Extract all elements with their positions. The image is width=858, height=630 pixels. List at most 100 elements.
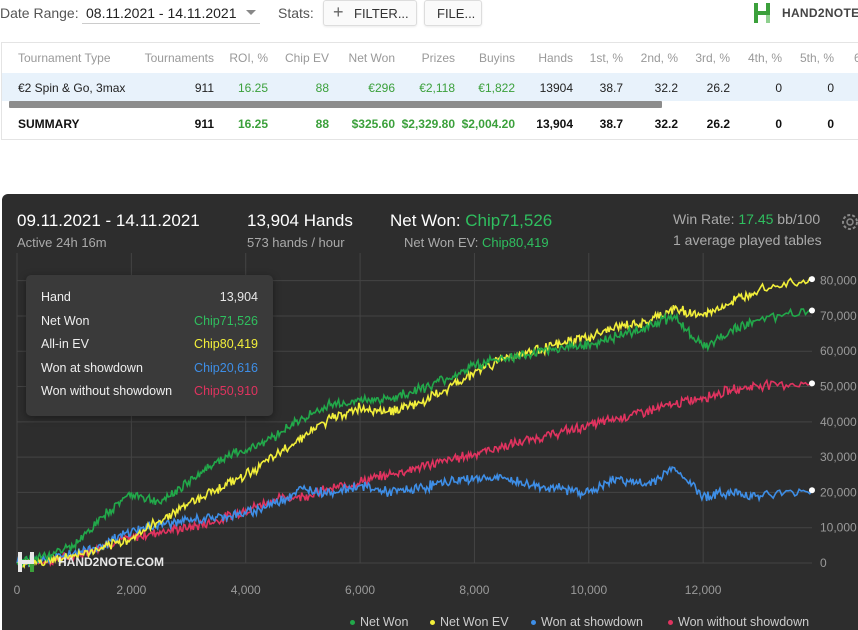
tooltip-value: 13,904: [219, 290, 258, 304]
table-cell: 16.25: [237, 117, 268, 131]
column-header[interactable]: 5th, %: [799, 51, 834, 65]
table-cell: 0: [827, 81, 834, 95]
table-cell: 26.2: [706, 117, 730, 131]
y-tick-label: 10,000: [820, 521, 857, 535]
table-cell: €296: [368, 81, 395, 95]
graph-net-won: Net Won: Chip71,526: [390, 211, 552, 231]
y-tick-label: 30,000: [820, 450, 857, 464]
date-range-select[interactable]: 08.11.2021 - 14.11.2021: [82, 1, 260, 24]
date-range-value: 08.11.2021 - 14.11.2021: [86, 5, 237, 21]
win-rate-label: Win Rate:: [673, 211, 739, 227]
date-range-label: Date Range:: [0, 5, 79, 21]
watermark: HAND2NOTE.COM: [16, 550, 164, 579]
y-tick-label: 40,000: [820, 415, 857, 429]
legend-label: Won at showdown: [541, 615, 643, 629]
filter-button-label: FILTER...: [354, 6, 409, 21]
x-tick-label: 2,000: [116, 583, 146, 597]
tooltip-value: Chip71,526: [194, 313, 258, 328]
table-cell: 38.7: [599, 117, 623, 131]
table-cell: SUMMARY: [18, 117, 80, 131]
stats-table: Tournament Type Tournaments ROI, % Chip EV N…: [1, 42, 858, 140]
y-tick-label: 60,000: [820, 344, 857, 358]
column-header[interactable]: 6: [854, 51, 858, 65]
win-rate-unit: bb/100: [773, 211, 821, 227]
graph-hands-rate: 573 hands / hour: [247, 235, 345, 250]
hand2note-logo-icon: [18, 552, 34, 572]
table-cell: 911: [194, 117, 214, 131]
table-cell: 0: [827, 117, 834, 131]
table-cell: $2,329.80: [401, 117, 455, 131]
series-end-point: [809, 307, 815, 314]
graph-active-time: Active 24h 16m: [17, 235, 107, 250]
net-won-ev-value: Chip80,419: [482, 235, 549, 250]
column-header[interactable]: Tournament Type: [18, 51, 111, 65]
table-cell: €1,822: [478, 81, 515, 95]
chart-tooltip: Hand 13,904 Net Won Chip71,526 All-in EV Chip…: [26, 275, 273, 416]
tooltip-value: Chip20,616: [194, 360, 258, 375]
filter-button[interactable]: + FILTER...: [323, 0, 417, 26]
table-cell: 13904: [539, 81, 573, 95]
series-end-point: [809, 276, 815, 283]
legend-item[interactable]: Won without showdown: [668, 615, 809, 629]
x-tick-label: 10,000: [570, 583, 607, 597]
column-header[interactable]: 3rd, %: [695, 51, 730, 65]
column-header[interactable]: Chip EV: [284, 51, 329, 65]
net-won-value: Chip71,526: [465, 211, 553, 230]
net-won-label: Net Won:: [390, 211, 466, 230]
legend-dot-icon: [430, 620, 435, 626]
y-tick-label: 80,000: [820, 274, 857, 288]
table-cell: 88: [315, 81, 329, 95]
x-tick-label: 8,000: [459, 583, 489, 597]
chevron-down-icon: [246, 10, 256, 15]
y-tick-label: 70,000: [820, 309, 857, 323]
net-won-ev-label: Net Won EV:: [404, 235, 483, 250]
tooltip-row: Won without showdown Chip50,910: [26, 382, 273, 402]
table-cell: €2,118: [419, 81, 455, 95]
table-cell: 16.25: [237, 81, 268, 95]
column-header[interactable]: Hands: [538, 51, 573, 65]
legend-item[interactable]: Won at showdown: [531, 615, 643, 629]
stats-label: Stats:: [278, 5, 314, 21]
file-button[interactable]: FILE...: [424, 0, 482, 26]
column-header[interactable]: Net Won: [348, 51, 395, 65]
plus-icon: +: [333, 2, 344, 22]
legend-item[interactable]: Net Won EV: [430, 615, 509, 629]
table-cell: 38.7: [599, 81, 623, 95]
chart-legend: Net Won Net Won EV Won at showdown Won with…: [2, 613, 858, 630]
series-line: [16, 465, 813, 569]
graph-avg-tables: 1 average played tables: [673, 232, 822, 248]
graph-hands-total: 13,904 Hands: [247, 211, 353, 230]
tooltip-value: Chip80,419: [194, 337, 258, 351]
y-tick-label: 0: [820, 556, 827, 570]
gear-icon[interactable]: [840, 212, 858, 232]
legend-dot-icon: [350, 620, 355, 626]
legend-label: Net Won: [360, 615, 409, 629]
x-tick-label: 0: [14, 583, 21, 597]
horizontal-scrollbar[interactable]: [9, 101, 662, 108]
table-row[interactable]: €2 Spin & Go, 3max 911 16.25 88 €296 €2,118 €1…: [2, 73, 858, 101]
tooltip-key: Net Won: [41, 313, 90, 328]
series-end-point: [809, 487, 815, 494]
column-header[interactable]: Buyins: [478, 51, 515, 65]
column-header[interactable]: 4th, %: [747, 51, 782, 65]
table-cell: $2,004.20: [461, 117, 515, 131]
column-header[interactable]: 1st, %: [589, 51, 623, 65]
column-header[interactable]: 2nd, %: [640, 51, 678, 65]
table-cell: 32.2: [654, 81, 678, 95]
column-header[interactable]: Prizes: [421, 51, 455, 65]
tooltip-key: Won without showdown: [41, 384, 173, 398]
column-header[interactable]: ROI, %: [229, 51, 268, 65]
tooltip-key: Hand: [41, 290, 71, 304]
tooltip-row: Won at showdown Chip20,616: [26, 359, 273, 379]
toolbar: Date Range: 08.11.2021 - 14.11.2021 Stat…: [0, 0, 858, 28]
legend-item[interactable]: Net Won: [350, 615, 408, 629]
column-header[interactable]: Tournaments: [144, 51, 214, 65]
x-tick-label: 4,000: [231, 583, 261, 597]
legend-label: Net Won EV: [440, 615, 509, 629]
legend-label: Won without showdown: [678, 615, 810, 629]
graph-date-range: 09.11.2021 - 14.11.2021: [17, 211, 200, 230]
win-rate-value: 17.45: [738, 211, 774, 227]
legend-dot-icon: [668, 620, 673, 626]
table-cell: 32.2: [654, 117, 678, 131]
y-tick-label: 20,000: [820, 485, 857, 499]
